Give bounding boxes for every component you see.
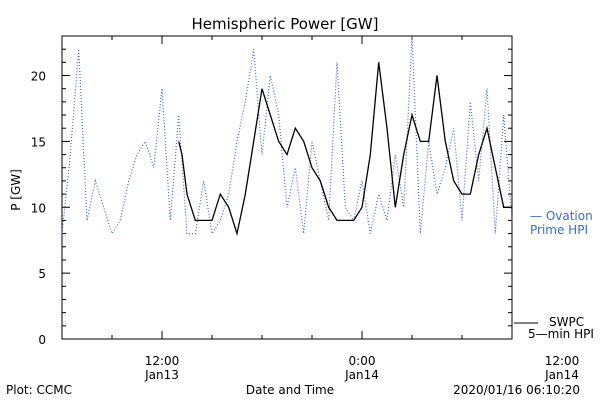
x-tick-label-time: 12:00 xyxy=(545,354,580,368)
x-tick-label-time: 12:00 xyxy=(145,354,180,368)
x-tick-label-date: Jan14 xyxy=(344,368,379,382)
chart-title: Hemispheric Power [GW] xyxy=(192,15,379,33)
plot-timestamp: 2020/01/16 06:10:20 xyxy=(453,383,580,397)
legend-swpc-line2: 5—min HPI xyxy=(528,327,594,341)
y-tick-label: 0 xyxy=(38,333,46,347)
x-axis: 12:00Jan130:00Jan1412:00Jan140:00Jan1512… xyxy=(61,36,580,382)
series-ovation-line xyxy=(61,35,513,236)
plot-frame xyxy=(61,35,513,340)
legend-ovation-line1: — Ovation xyxy=(530,209,593,223)
plot-credit: Plot: CCMC xyxy=(6,383,72,397)
x-tick-label-date: Jan13 xyxy=(144,368,179,382)
x-tick-label-date: Jan14 xyxy=(544,368,579,382)
legend-swpc: SWPC 5—min HPI xyxy=(514,315,594,341)
x-tick-label-time: 0:00 xyxy=(349,354,376,368)
y-tick-label: 5 xyxy=(38,267,46,281)
legend-ovation-line2: Prime HPI xyxy=(530,223,588,237)
series-layer xyxy=(61,35,513,237)
legend-ovation: — Ovation Prime HPI xyxy=(530,209,593,237)
legend-swpc-line1: SWPC xyxy=(549,315,584,329)
x-axis-label: Date and Time xyxy=(246,383,334,397)
series-swpc-line xyxy=(178,62,512,237)
y-tick-label: 20 xyxy=(31,70,46,84)
y-axis-label: P [GW] xyxy=(9,169,23,211)
y-tick-label: 10 xyxy=(31,201,46,215)
y-tick-label: 15 xyxy=(31,135,46,149)
y-axis: 0 5 10 15 20 xyxy=(31,35,512,347)
